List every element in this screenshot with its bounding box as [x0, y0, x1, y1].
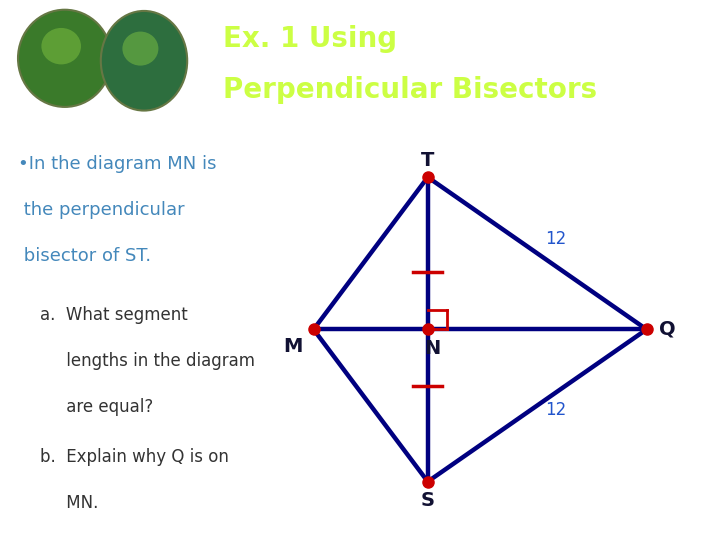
Text: 12: 12 [546, 401, 567, 419]
Text: T: T [421, 151, 434, 170]
Ellipse shape [122, 31, 158, 65]
Text: MN.: MN. [40, 494, 98, 512]
Text: a.  What segment: a. What segment [40, 306, 187, 323]
Text: S: S [420, 491, 435, 510]
Ellipse shape [18, 10, 112, 107]
Text: the perpendicular: the perpendicular [18, 201, 184, 219]
Text: lengths in the diagram: lengths in the diagram [40, 352, 255, 370]
Text: are equal?: are equal? [40, 397, 153, 416]
Text: Ex. 1 Using: Ex. 1 Using [223, 25, 397, 53]
Text: Q: Q [660, 320, 676, 339]
Text: Perpendicular Bisectors: Perpendicular Bisectors [223, 76, 598, 104]
Ellipse shape [101, 11, 187, 111]
Text: •In the diagram MN is: •In the diagram MN is [18, 155, 217, 173]
Text: N: N [424, 339, 441, 358]
Text: 12: 12 [546, 230, 567, 248]
Text: b.  Explain why Q is on: b. Explain why Q is on [40, 448, 228, 466]
Ellipse shape [42, 28, 81, 64]
Text: M: M [283, 337, 302, 356]
Text: bisector of ST.: bisector of ST. [18, 247, 151, 265]
